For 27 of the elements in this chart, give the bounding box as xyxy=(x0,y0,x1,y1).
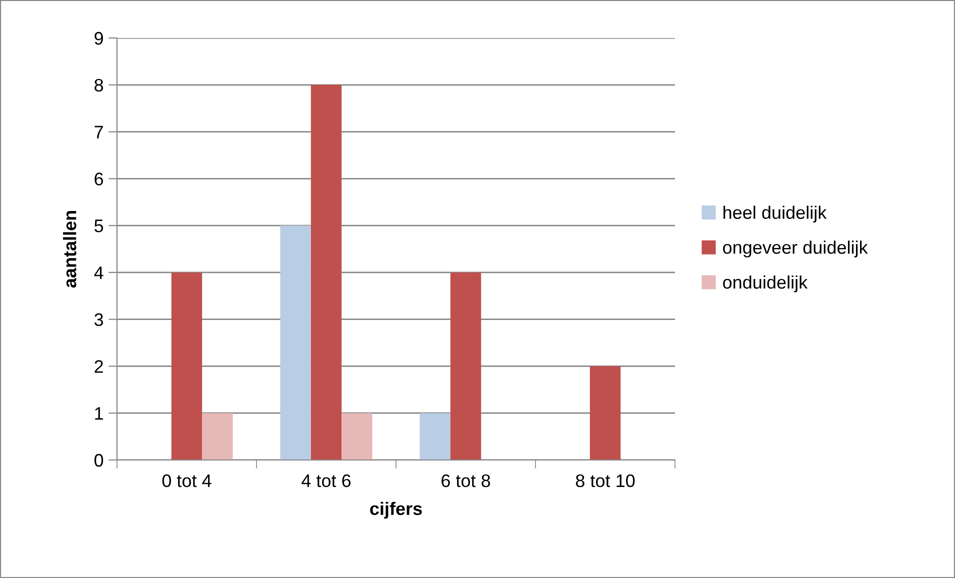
legend-label: heel duidelijk xyxy=(724,206,827,223)
x-tick-label: 6 tot 8 xyxy=(442,474,490,488)
bar xyxy=(420,413,450,460)
y-tick-label: 2 xyxy=(94,360,103,373)
y-tick-label: 4 xyxy=(94,266,104,279)
x-tick-label: 4 tot 6 xyxy=(302,474,351,488)
x-tick-label: 8 tot 10 xyxy=(576,474,635,488)
legend-label: onduidelijk xyxy=(723,275,808,292)
y-tick-label: 5 xyxy=(94,220,104,232)
legend-label: ongeveer duidelijk xyxy=(723,240,868,258)
y-tick-label: 8 xyxy=(94,78,104,92)
bar xyxy=(280,226,311,460)
y-tick-label: 7 xyxy=(94,126,103,138)
bar xyxy=(342,413,372,460)
y-tick-label: 3 xyxy=(94,313,104,326)
y-tick-label: 6 xyxy=(94,172,104,186)
y-tick-label: 9 xyxy=(94,32,103,45)
bar xyxy=(310,84,342,460)
y-tick-label: 1 xyxy=(95,407,103,420)
x-tick-label: 0 tot 4 xyxy=(162,474,212,488)
bar xyxy=(450,272,482,460)
bar xyxy=(202,413,233,460)
y-axis-title: aantallen xyxy=(63,210,76,288)
y-tick-label: 0 xyxy=(94,454,104,467)
bar xyxy=(590,366,621,460)
bar xyxy=(171,272,202,460)
x-axis-title: cijfers xyxy=(370,502,422,519)
